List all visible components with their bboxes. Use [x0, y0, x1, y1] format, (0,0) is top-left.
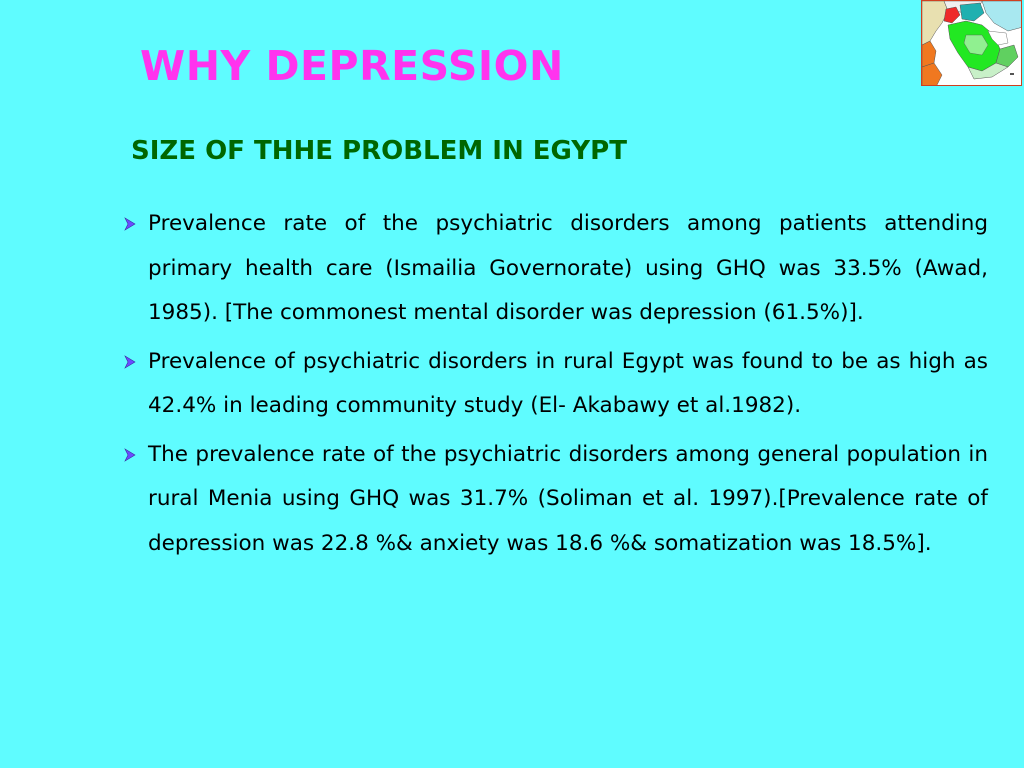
- slide-subtitle: SIZE OF THHE PROBLEM IN EGYPT: [131, 136, 627, 166]
- bullet-text: The prevalence rate of the psychiatric d…: [148, 441, 988, 556]
- arrow-bullet-icon: [124, 354, 136, 369]
- bullet-text: Prevalence rate of the psychiatric disor…: [148, 211, 988, 325]
- bullet-item: The prevalence rate of the psychiatric d…: [122, 433, 988, 567]
- bullet-list: Prevalence rate of the psychiatric disor…: [122, 202, 988, 570]
- bullet-text: Prevalence of psychiatric disorders in r…: [148, 348, 988, 419]
- bullet-item: Prevalence of psychiatric disorders in r…: [122, 340, 988, 429]
- bullet-item: Prevalence rate of the psychiatric disor…: [122, 202, 988, 336]
- arrow-bullet-icon: [124, 447, 136, 462]
- arrow-bullet-icon: [124, 217, 136, 231]
- middle-east-map-icon: [921, 0, 1022, 86]
- slide-title: WHY DEPRESSION: [140, 42, 564, 90]
